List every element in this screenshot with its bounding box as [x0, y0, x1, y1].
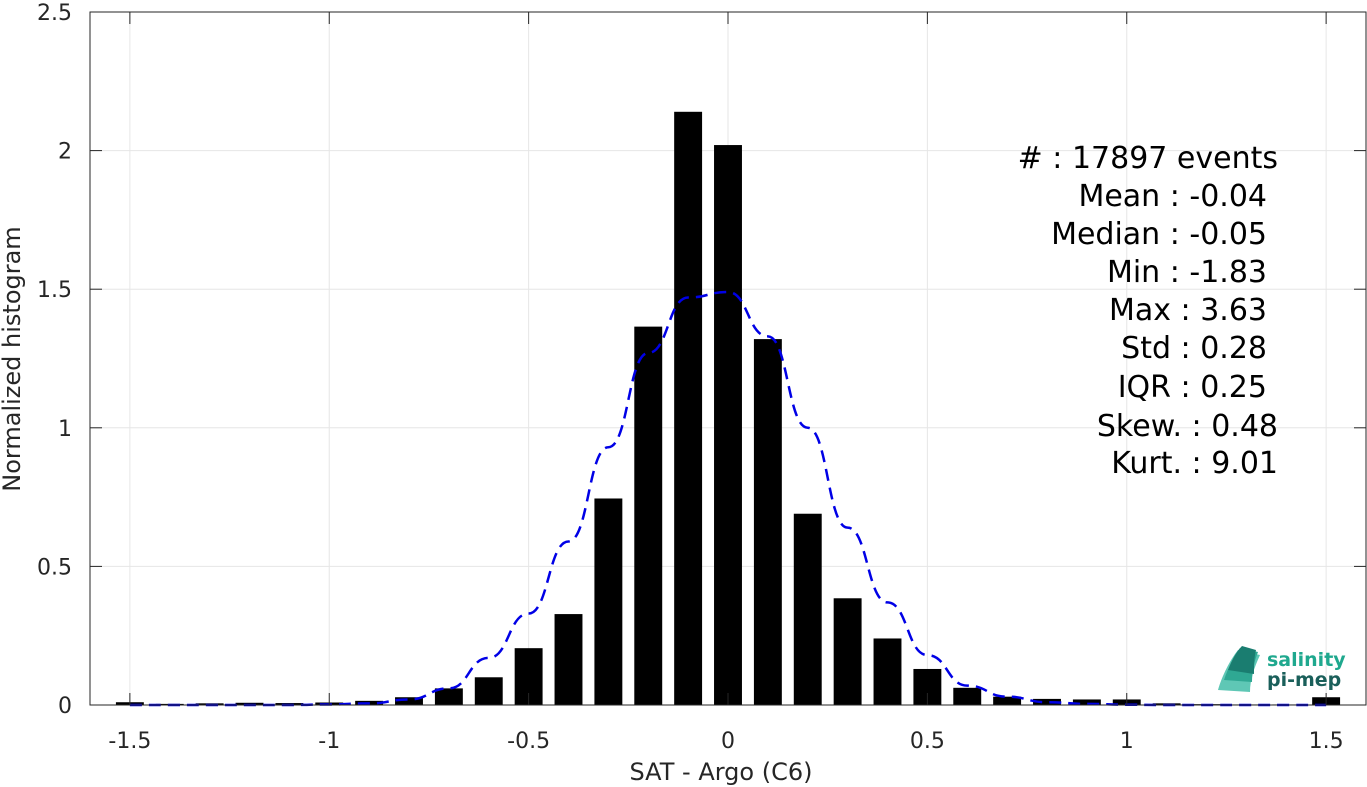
x-tick-label: 0: [721, 729, 735, 754]
stat-median: Median : -0.05: [1051, 217, 1267, 252]
logo-line1: salinity: [1267, 649, 1346, 671]
histogram-bar: [634, 326, 663, 705]
y-axis-label: Normalized histogram: [0, 226, 26, 491]
y-tick-label: 0: [58, 694, 72, 719]
logo-line2: pi-mep: [1267, 669, 1341, 691]
axes: [89, 11, 1367, 706]
x-tick-label: -1: [318, 729, 340, 754]
stat-skew: Skew. : 0.48: [1097, 409, 1278, 444]
x-tick-label: 1: [1120, 729, 1134, 754]
x-tick-label: 0.5: [910, 729, 945, 754]
x-tick-label: -0.5: [507, 729, 550, 754]
y-tick-label: 1.5: [37, 278, 72, 303]
stat-std: Std : 0.28: [1121, 331, 1267, 366]
histogram-bar: [1033, 698, 1061, 705]
histogram-bar: [753, 339, 782, 705]
stat-min: Min : -1.83: [1107, 255, 1267, 290]
histogram-bar: [1072, 699, 1101, 705]
histogram-bar: [833, 598, 862, 705]
stat-events: # : 17897 events: [1018, 141, 1278, 176]
stat-iqr: IQR : 0.25: [1118, 370, 1267, 405]
histogram-bar: [793, 513, 822, 705]
histogram-bar: [474, 677, 503, 705]
stat-mean: Mean : -0.04: [1078, 179, 1267, 214]
histogram-bar: [594, 498, 623, 705]
histogram-bar: [953, 687, 982, 705]
x-tick-label: 1.5: [1309, 729, 1344, 754]
y-tick-label: 1: [58, 417, 72, 442]
histogram-bar: [714, 145, 742, 705]
x-tick-labels: -1.5 -1 -0.5 0 0.5 1 1.5: [108, 729, 1343, 754]
fit-curve-line: [129, 290, 1327, 707]
y-tick-label: 0.5: [37, 555, 72, 580]
wave-logo-icon: [1218, 646, 1260, 692]
x-tick-label: -1.5: [108, 729, 151, 754]
y-tick-label: 2: [58, 140, 72, 165]
bars: [115, 111, 1341, 706]
stat-kurt: Kurt. : 9.01: [1111, 446, 1278, 481]
histogram-bar: [873, 638, 902, 705]
stat-max: Max : 3.63: [1109, 293, 1267, 328]
y-tick-label: 2.5: [37, 1, 72, 26]
x-axis-label: SAT - Argo (C6): [630, 758, 813, 786]
stats-box: # : 17897 events Mean : -0.04 Median : -…: [1018, 141, 1278, 481]
salinity-pi-mep-logo: salinity pi-mep: [1218, 646, 1346, 692]
histogram-bar: [554, 614, 583, 705]
histogram-bar: [993, 696, 1022, 705]
histogram-bar: [434, 688, 463, 705]
y-tick-labels: 0 0.5 1 1.5 2 2.5: [37, 1, 72, 719]
histogram-bar: [674, 111, 703, 706]
histogram-bar: [395, 697, 423, 705]
